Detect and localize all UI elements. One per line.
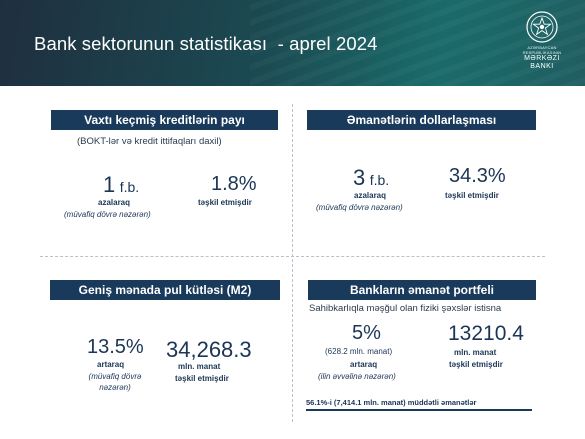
deposit-portfolio-subtitle: Sahibkarlıqla məşğul olan fiziki şəxslər…: [309, 303, 502, 314]
deposit-portfolio-change-note: (ilin əvvəlinə nəzərən): [318, 372, 396, 381]
m2-change-label: artaraq: [97, 360, 125, 369]
deposit-portfolio-level-label: təşkil etmişdir: [449, 360, 503, 369]
overdue-loans-level-value: 1.8%: [211, 173, 257, 195]
deposit-portfolio-title: Bankların əmanət portfeli: [308, 280, 536, 300]
overdue-loans-change-value: 1: [103, 172, 116, 197]
dollarization-level-value: 34.3%: [449, 165, 506, 187]
dollarization-title: Əmanətlərin dollarlaşması: [307, 110, 536, 130]
vertical-divider: [292, 104, 293, 422]
overdue-loans-change: 1 f.b.: [103, 172, 139, 198]
page-title: Bank sektorunun statistikası - aprel 202…: [34, 33, 378, 54]
logo-line-1: AZƏRBAYCAN RESPUBLİKASININ: [522, 45, 562, 55]
deposit-portfolio-change-label: artaraq: [350, 360, 378, 369]
central-bank-logo: AZƏRBAYCAN RESPUBLİKASININ MƏRKƏZİ BANKI: [510, 10, 574, 82]
dollarization-change-unit: f.b.: [369, 172, 390, 188]
overdue-loans-subtitle: (BOKT-lər və kredit ittifaqları daxil): [77, 136, 222, 147]
horizontal-divider: [40, 256, 545, 257]
logo-line-2: MƏRKƏZİ: [524, 55, 560, 62]
overdue-loans-change-unit: f.b.: [119, 179, 140, 195]
m2-change-value: 13.5%: [87, 336, 144, 358]
overdue-loans-title: Vaxtı keçmiş kreditlərin payı: [51, 110, 278, 130]
m2-title: Geniş mənada pul kütləsi (M2): [50, 280, 280, 300]
dollarization-change-value: 3: [353, 165, 366, 190]
m2-change-note-2: nəzərən): [99, 383, 131, 392]
deposit-portfolio-level-unit: mln. manat: [454, 348, 497, 357]
dollarization-change-note: (müvafiq dövrə nəzərən): [316, 203, 403, 212]
logo-line-3: BANKI: [530, 63, 554, 70]
overdue-loans-change-label: azalaraq: [98, 198, 131, 207]
dollarization-level-label: təşkil etmişdir: [445, 191, 499, 200]
emblem-icon: [526, 11, 558, 43]
m2-change-note-1: (müvafiq dövrə: [88, 372, 142, 381]
m2-level-label: təşkil etmişdir: [175, 374, 229, 383]
dollarization-change-label: azalaraq: [354, 191, 387, 200]
overdue-loans-level-label: təşkil etmişdir: [198, 198, 252, 207]
deposit-portfolio-change-amount: (628.2 mln. manat): [325, 347, 393, 356]
overdue-loans-change-note: (müvafiq dövrə nəzərən): [64, 210, 151, 219]
dollarization-change: 3 f.b.: [353, 165, 389, 191]
deposit-portfolio-change-value: 5%: [352, 322, 381, 344]
m2-level-unit: mln. manat: [178, 362, 221, 371]
header: Bank sektorunun statistikası - aprel 202…: [0, 0, 585, 86]
m2-level-value: 34,268.3: [166, 337, 252, 362]
deposit-portfolio-footnote: 56.1%-i (7,414.1 mln. manat) müddətli əm…: [306, 398, 532, 411]
deposit-portfolio-level-value: 13210.4: [448, 322, 524, 345]
